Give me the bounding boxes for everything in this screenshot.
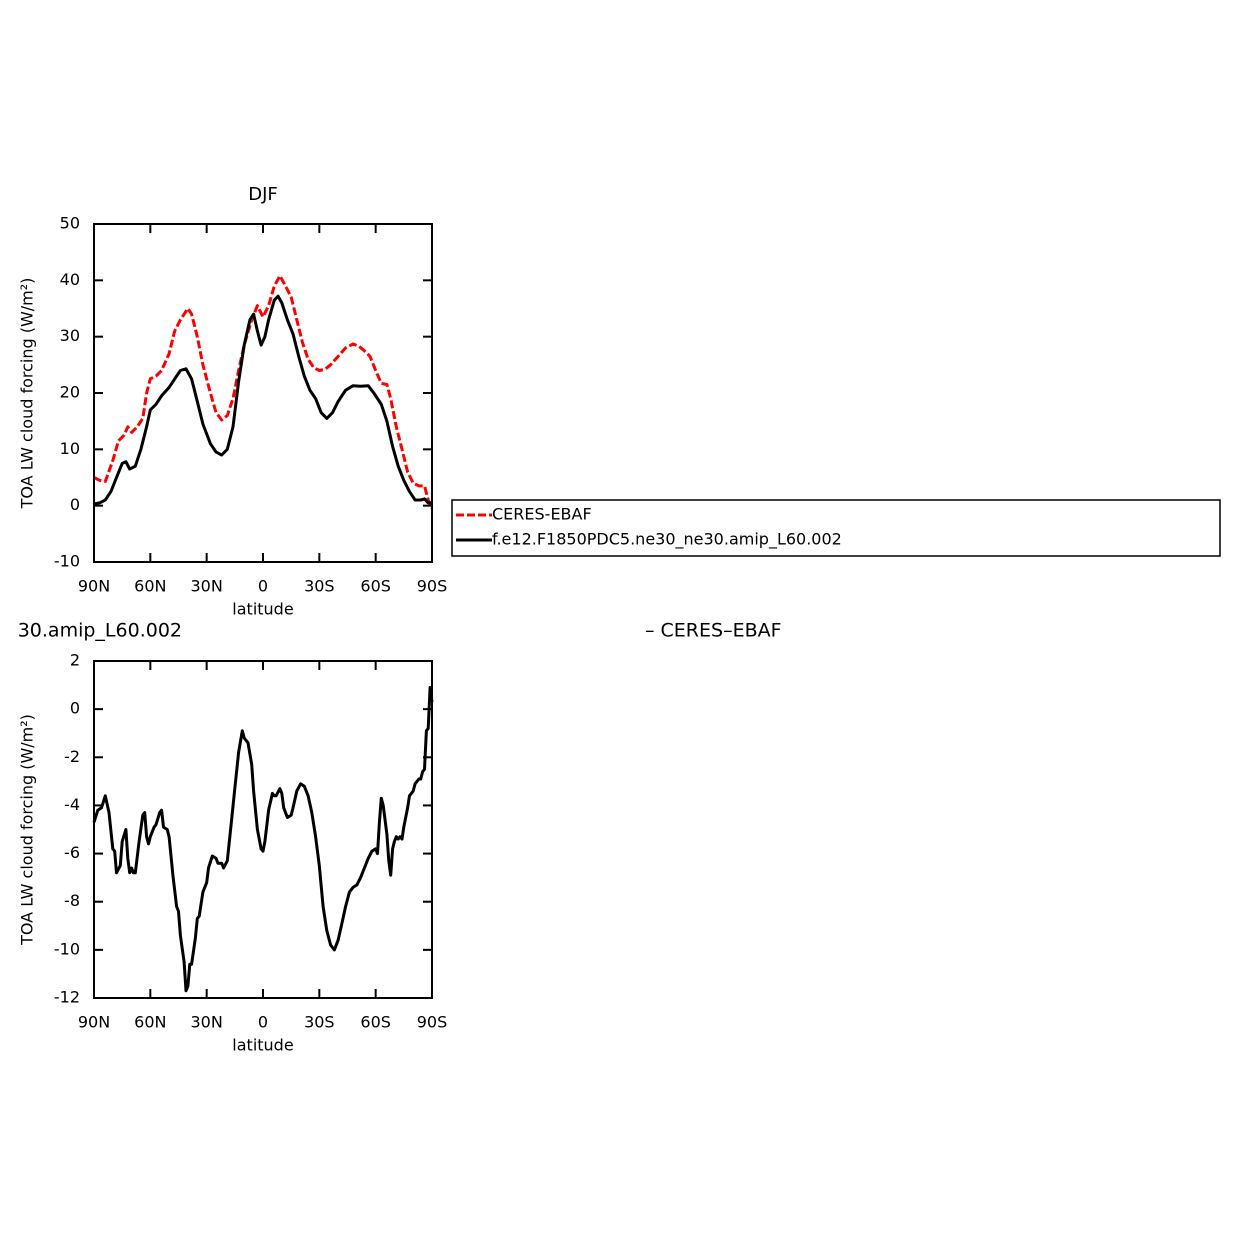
x-tick-label: 90S — [417, 577, 448, 596]
y-axis-label: TOA LW cloud forcing (W/m²) — [18, 278, 37, 510]
data-line — [92, 686, 434, 993]
legend-label: CERES-EBAF — [492, 505, 592, 524]
y-tick-label: -4 — [64, 795, 80, 814]
x-tick-label: 0 — [258, 577, 268, 596]
chart-subtitle: – CERES–EBAF — [645, 620, 782, 642]
chart-title: 30.amip_L60.002 — [18, 620, 182, 642]
x-axis-label: latitude — [232, 600, 293, 619]
y-tick-label: 2 — [70, 651, 80, 670]
x-tick-label: 30N — [191, 1013, 223, 1032]
y-axis-label: TOA LW cloud forcing (W/m²) — [18, 714, 37, 946]
x-tick-label: 60S — [360, 577, 391, 596]
x-axis-label: latitude — [232, 1036, 293, 1055]
x-tick-label: 30S — [304, 1013, 335, 1032]
x-tick-label: 60N — [134, 577, 166, 596]
y-tick-label: 40 — [60, 270, 80, 289]
x-tick-label: 60S — [360, 1013, 391, 1032]
legend-label: f.e12.F1850PDC5.ne30_ne30.amip_L60.002 — [492, 530, 842, 550]
x-tick-label: 90N — [78, 577, 110, 596]
y-tick-label: -8 — [64, 891, 80, 910]
y-tick-label: 0 — [70, 699, 80, 718]
data-line — [93, 274, 434, 510]
y-tick-label: -6 — [64, 843, 80, 862]
plot-frame — [93, 223, 433, 563]
chart-title: DJF — [248, 184, 278, 205]
y-tick-label: -12 — [54, 988, 80, 1007]
y-tick-label: 30 — [60, 326, 80, 345]
x-tick-label: 30N — [191, 577, 223, 596]
y-tick-label: -2 — [64, 747, 80, 766]
legend-box — [451, 499, 1221, 557]
plot: -12 -10 -8 -6 -4 -2 0 2 90N 60N 30N 0 30S 60S 90S latit… — [18, 651, 448, 1055]
plot: -10 0 10 20 30 40 50 90N 60N 30N 0 30S 60S 90S latitud… — [18, 214, 1221, 619]
x-tick-label: 90N — [78, 1013, 110, 1032]
y-tick-label: 50 — [60, 214, 80, 233]
data-line — [93, 294, 432, 506]
x-tick-label: 0 — [258, 1013, 268, 1032]
y-tick-label: 10 — [60, 439, 80, 458]
y-tick-label: 20 — [60, 383, 80, 402]
y-tick-label: -10 — [54, 939, 80, 958]
x-tick-label: 90S — [417, 1013, 448, 1032]
x-tick-label: 30S — [304, 577, 335, 596]
y-tick-label: -10 — [54, 552, 80, 571]
y-tick-label: 0 — [70, 495, 80, 514]
x-tick-label: 60N — [134, 1013, 166, 1032]
